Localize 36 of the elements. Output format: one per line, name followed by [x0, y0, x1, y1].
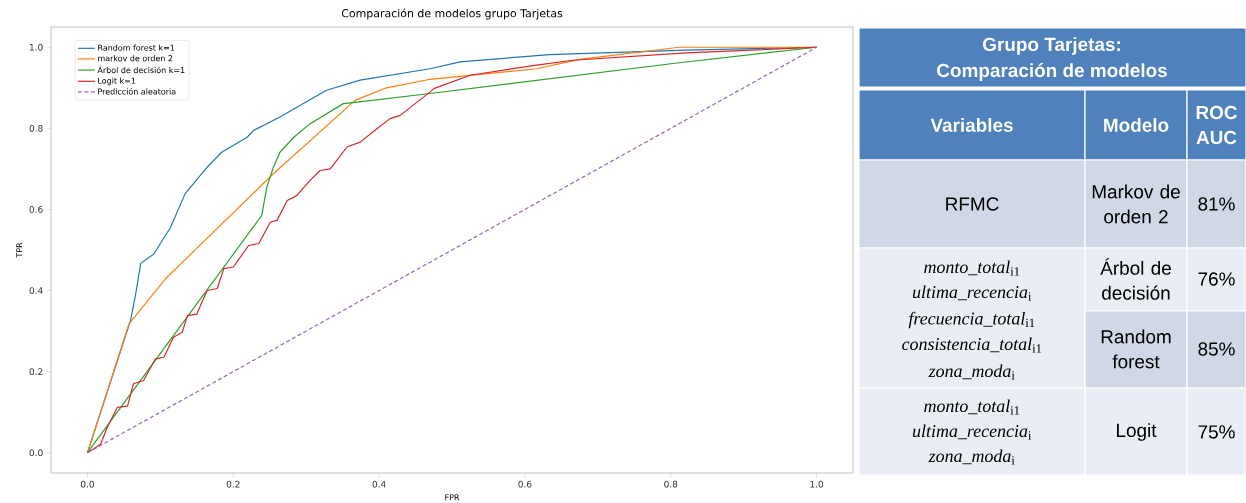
text: Árbol de decisión: [1100, 258, 1171, 300]
y-tick-label: 1.0: [29, 43, 43, 51]
x-tick-label: 0.6: [518, 480, 532, 488]
text: monto_total$_{i1}$: [924, 399, 1020, 415]
text: 75%: [1198, 425, 1235, 439]
text: ultima_recencia$_{i}$: [912, 285, 1032, 301]
text: consistencia_total$_{i1}$: [902, 337, 1042, 353]
x-tick-label: 0.4: [372, 480, 386, 488]
text: Random forest: [1101, 329, 1171, 369]
text: RFMC: [946, 197, 999, 211]
y-tick-label: 0.6: [29, 206, 43, 213]
text: 76%: [1198, 272, 1235, 286]
chart-title: Comparación de modelos grupo Tarjetas: [341, 8, 563, 20]
text: 81%: [1198, 197, 1235, 211]
y-tick-label: 0.2: [29, 368, 43, 376]
line-series: [86, 46, 818, 454]
text: Markov de orden 2: [1092, 184, 1180, 224]
text: Modelo: [1104, 118, 1169, 132]
text: monto_total$_{i1}$: [924, 260, 1020, 276]
text: Variables: [930, 118, 1013, 132]
y-tick-label: 0.0: [29, 449, 43, 457]
x-tick-label: 0.0: [80, 480, 94, 488]
text: Comparación de modelos: [937, 63, 1167, 81]
text: ROC AUC: [1196, 105, 1237, 145]
x-tick-label: 0.8: [664, 480, 678, 488]
x-tick-label: 1.0: [810, 480, 824, 488]
x-tick-label: 0.2: [226, 480, 240, 488]
y-tick-label: 0.8: [29, 124, 43, 132]
text: Logit: [1117, 423, 1157, 441]
text: 85%: [1198, 342, 1235, 356]
text: zona_moda$_{i}$: [928, 449, 1015, 465]
text: zona_moda$_{i}$: [928, 364, 1015, 380]
text: ultima_recencia$_{i}$: [912, 424, 1032, 440]
text: frecuencia_total$_{i1}$: [908, 311, 1035, 329]
text: Grupo Tarjetas:: [983, 37, 1120, 55]
y-tick-label: 0.4: [29, 287, 43, 294]
